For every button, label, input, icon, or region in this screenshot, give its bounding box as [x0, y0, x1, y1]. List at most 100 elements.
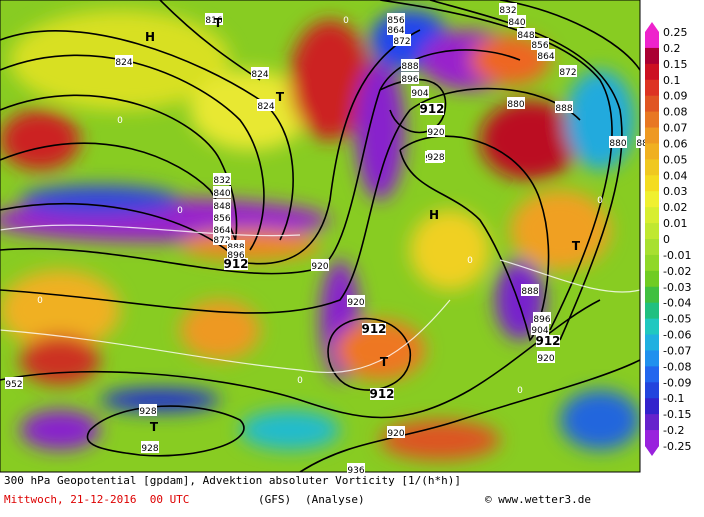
caption-run: (Analyse) — [305, 493, 365, 506]
colorbar-label: 0.2 — [663, 42, 681, 55]
colorbar-label: -0.08 — [663, 360, 691, 373]
colorbar-label: 0.09 — [663, 90, 688, 103]
colorbar-label: 0.04 — [663, 169, 688, 182]
label-box — [213, 233, 231, 245]
colorbar-label: 0.06 — [663, 137, 688, 150]
label-box — [537, 351, 555, 363]
colorbar-label: 0.02 — [663, 201, 688, 214]
map-labels: 816824824824TTH8328408488568648728888969… — [5, 3, 654, 476]
contour-label: 0 — [517, 386, 523, 396]
colorbar-label: -0.02 — [663, 265, 691, 278]
contour-label: 864 — [537, 52, 554, 62]
pressure-center: H — [145, 30, 155, 44]
colorbar-label: -0.04 — [663, 297, 691, 310]
label-box — [115, 55, 133, 67]
map — [0, 0, 640, 472]
contour-label: 952 — [5, 380, 22, 390]
colorbar-band — [645, 286, 659, 304]
colorbar-label: 0.03 — [663, 185, 688, 198]
contour-label: 840 — [508, 18, 525, 28]
contour-label: 888 — [555, 104, 572, 114]
caption-line: 300 hPa Geopotential [gpdam], Advektion … — [4, 474, 461, 487]
label-box — [257, 99, 275, 111]
colorbar-label: 0 — [663, 233, 670, 246]
contour-label: 920 — [427, 128, 444, 138]
colorbar-band — [645, 95, 659, 113]
colorbar-band — [645, 127, 659, 144]
caption-source: © www.wetter3.de — [485, 493, 591, 506]
contour-label: 848 — [517, 31, 534, 41]
colorbar-label: -0.05 — [663, 313, 691, 326]
label-box — [420, 103, 444, 115]
label-box — [213, 211, 231, 223]
colorbar-band — [645, 414, 659, 431]
colorbar-band — [645, 270, 659, 288]
contour-label: 824 — [115, 58, 132, 68]
label-box — [387, 23, 405, 35]
label-box — [227, 248, 245, 260]
label-box — [393, 34, 411, 46]
contour-label: 856 — [213, 214, 230, 224]
label-box — [531, 38, 549, 50]
colorbar-band — [645, 111, 659, 129]
contour-label: 816 — [205, 16, 222, 26]
contour-label: 0 — [37, 296, 43, 306]
colorbar-band — [645, 302, 659, 320]
label-box — [213, 173, 231, 185]
colorbar-label: -0.2 — [663, 424, 684, 437]
colorbar-label: 0.15 — [663, 58, 688, 71]
contour-label: 824 — [257, 102, 274, 112]
contour-label: 896 — [401, 75, 418, 85]
colorbar-band — [645, 207, 659, 224]
colorbar-band — [645, 350, 659, 367]
contour-label: 880 — [507, 100, 524, 110]
contour-label: 864 — [387, 26, 404, 36]
label-box — [507, 97, 525, 109]
contour-label: 872 — [213, 236, 230, 246]
contour-label: 0 — [597, 196, 603, 206]
label-box — [213, 223, 231, 235]
contour-label: 864 — [213, 226, 230, 236]
contour-label: 912 — [223, 257, 248, 271]
pressure-center: H — [429, 208, 439, 222]
colorbar-band — [645, 398, 659, 415]
pressure-center: T — [150, 420, 159, 434]
colorbar-band — [645, 334, 659, 351]
colorbar-band — [645, 191, 659, 208]
colorbar-label: -0.15 — [663, 408, 691, 421]
colorbar-label: -0.1 — [663, 392, 684, 405]
label-box — [521, 284, 539, 296]
contour-label: 0 — [177, 206, 183, 216]
label-box — [141, 441, 159, 453]
colorbar-band — [645, 32, 659, 49]
contour-label: 920 — [537, 354, 554, 364]
colorbar-band — [645, 63, 659, 81]
label-box — [401, 72, 419, 84]
contour-label: 896 — [227, 251, 244, 261]
contour-label: 896 — [533, 315, 550, 325]
label-box — [5, 377, 23, 389]
colorbar-label: 0.05 — [663, 153, 688, 166]
label-box — [517, 28, 535, 40]
label-box — [536, 335, 560, 347]
colorbar-band — [645, 318, 659, 336]
contour-label: 928 — [427, 153, 444, 163]
contour-label: 856 — [387, 16, 404, 26]
caption-date: Mittwoch, 21-12-2016 00 UTC — [4, 493, 189, 506]
label-box — [205, 13, 223, 25]
label-box — [387, 13, 405, 25]
label-box — [533, 312, 551, 324]
colorbar-band — [645, 79, 659, 97]
contour-label: 888 — [521, 287, 538, 297]
contour-label: 912 — [535, 334, 560, 348]
label-box — [427, 150, 445, 162]
colorbar-band — [645, 159, 659, 176]
contour-label: 0 — [343, 16, 349, 26]
contour-label: 928 — [141, 444, 158, 454]
geopotential-contours — [0, 0, 640, 472]
contour-label: 832 — [213, 176, 230, 186]
label-box — [311, 259, 329, 271]
label-box — [411, 86, 429, 98]
contour-label: 848 — [213, 202, 230, 212]
